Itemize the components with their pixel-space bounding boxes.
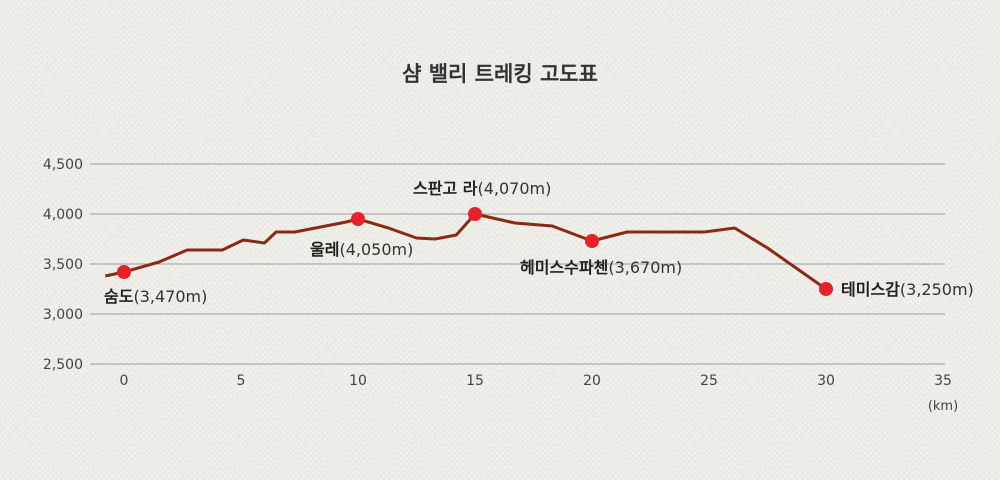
y-tick-label: 4,000 [43, 207, 83, 223]
x-tick-label: 25 [700, 373, 718, 389]
waypoint-marker [117, 265, 131, 279]
annotations: 숨도(3,470m) 울레(4,050m) 스판고 라(4,070m) 헤미스수파첸(… [104, 179, 974, 306]
y-tick-label: 4,500 [43, 157, 83, 173]
markers [117, 207, 833, 296]
waypoint-marker [351, 212, 365, 226]
series [104, 212, 827, 291]
axes: 2,500 3,000 3,500 4,000 4,500 0 5 10 15 20 25 30 35 (… [43, 157, 958, 414]
waypoint-label: 스판고 라(4,070m) [413, 179, 551, 198]
x-tick-label: 15 [466, 373, 484, 389]
x-tick-label: 20 [583, 373, 601, 389]
elevation-line [104, 212, 827, 291]
waypoint-marker [468, 207, 482, 221]
x-unit-label: (km) [928, 399, 958, 414]
y-tick-label: 3,000 [43, 307, 83, 323]
waypoint-label: 울레(4,050m) [310, 240, 413, 259]
x-tick-label: 5 [237, 373, 246, 389]
y-tick-label: 3,500 [43, 257, 83, 273]
x-tick-label: 30 [817, 373, 835, 389]
x-tick-label: 35 [934, 373, 952, 389]
x-tick-label: 10 [349, 373, 367, 389]
x-tick-label: 0 [120, 373, 129, 389]
chart-title: 샴 밸리 트레킹 고도표 [402, 62, 598, 86]
waypoint-marker [819, 282, 833, 296]
waypoint-label: 헤미스수파첸(3,670m) [520, 258, 682, 277]
waypoint-marker [585, 234, 599, 248]
waypoint-label: 테미스감(3,250m) [841, 280, 974, 299]
y-tick-label: 2,500 [43, 357, 83, 373]
grid [90, 163, 945, 365]
waypoint-label: 숨도(3,470m) [104, 287, 207, 306]
